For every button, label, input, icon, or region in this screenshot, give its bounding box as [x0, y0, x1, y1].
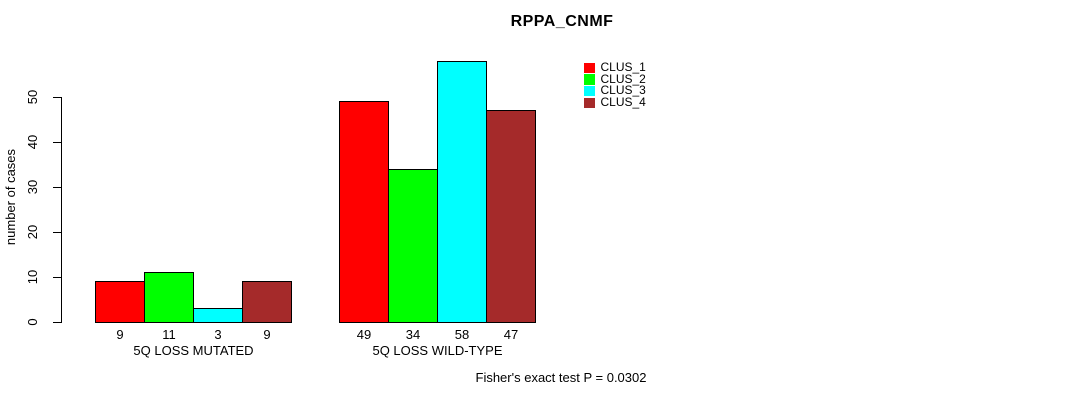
chart-title: RPPA_CNMF	[510, 13, 614, 30]
y-tick-label: 20	[25, 224, 40, 240]
bar-value-label: 11	[162, 327, 176, 342]
legend-swatch-clus_3	[584, 85, 595, 97]
bar-clus_1	[95, 281, 145, 323]
legend-item: CLUS_4	[584, 95, 646, 110]
y-tick-label: 10	[25, 269, 40, 285]
legend: CLUS_1 CLUS_2 CLUS_3 CLUS_4	[584, 60, 646, 110]
group-label: 5Q LOSS MUTATED	[133, 343, 254, 358]
bar-clus_2	[388, 169, 438, 323]
legend-item: CLUS_2	[584, 71, 646, 86]
legend-label: CLUS_3	[600, 83, 646, 98]
y-tick-label: 40	[25, 134, 40, 150]
bar-clus_3	[193, 308, 243, 323]
bar-clus_1	[339, 101, 389, 323]
y-tick-mark	[53, 97, 61, 98]
legend-item: CLUS_1	[584, 60, 646, 74]
legend-label: CLUS_2	[600, 71, 646, 86]
y-axis-line	[61, 97, 62, 323]
group-label: 5Q LOSS WILD-TYPE	[372, 343, 503, 358]
legend-swatch-clus_2	[584, 74, 595, 85]
y-tick-mark	[53, 142, 61, 143]
y-tick-mark	[53, 277, 61, 278]
legend-item: CLUS_3	[584, 85, 646, 97]
legend-label: CLUS_1	[600, 60, 646, 74]
bar-value-label: 49	[356, 327, 372, 342]
y-tick-mark	[53, 322, 61, 323]
legend-swatch-clus_1	[584, 62, 595, 74]
bar-value-label: 47	[503, 327, 519, 342]
legend-label: CLUS_4	[600, 95, 646, 110]
y-axis-title: number of cases	[3, 148, 18, 246]
bar-value-label: 58	[454, 327, 470, 342]
y-tick-label: 30	[25, 179, 40, 195]
bar-value-label: 9	[116, 327, 124, 342]
y-tick-label: 0	[25, 318, 40, 326]
bar-clus_3	[437, 61, 487, 323]
legend-swatch-clus_4	[584, 97, 595, 109]
fisher-test-annotation: Fisher's exact test P = 0.0302	[475, 370, 647, 385]
bar-value-label: 9	[263, 327, 271, 342]
bar-value-label: 34	[405, 327, 421, 342]
bar-clus_2	[144, 272, 194, 323]
y-tick-mark	[53, 232, 61, 233]
y-tick-mark	[53, 187, 61, 188]
bar-clus_4	[242, 281, 292, 323]
y-tick-label: 50	[25, 89, 40, 105]
bar-clus_4	[486, 110, 536, 323]
bar-value-label: 3	[214, 327, 222, 342]
